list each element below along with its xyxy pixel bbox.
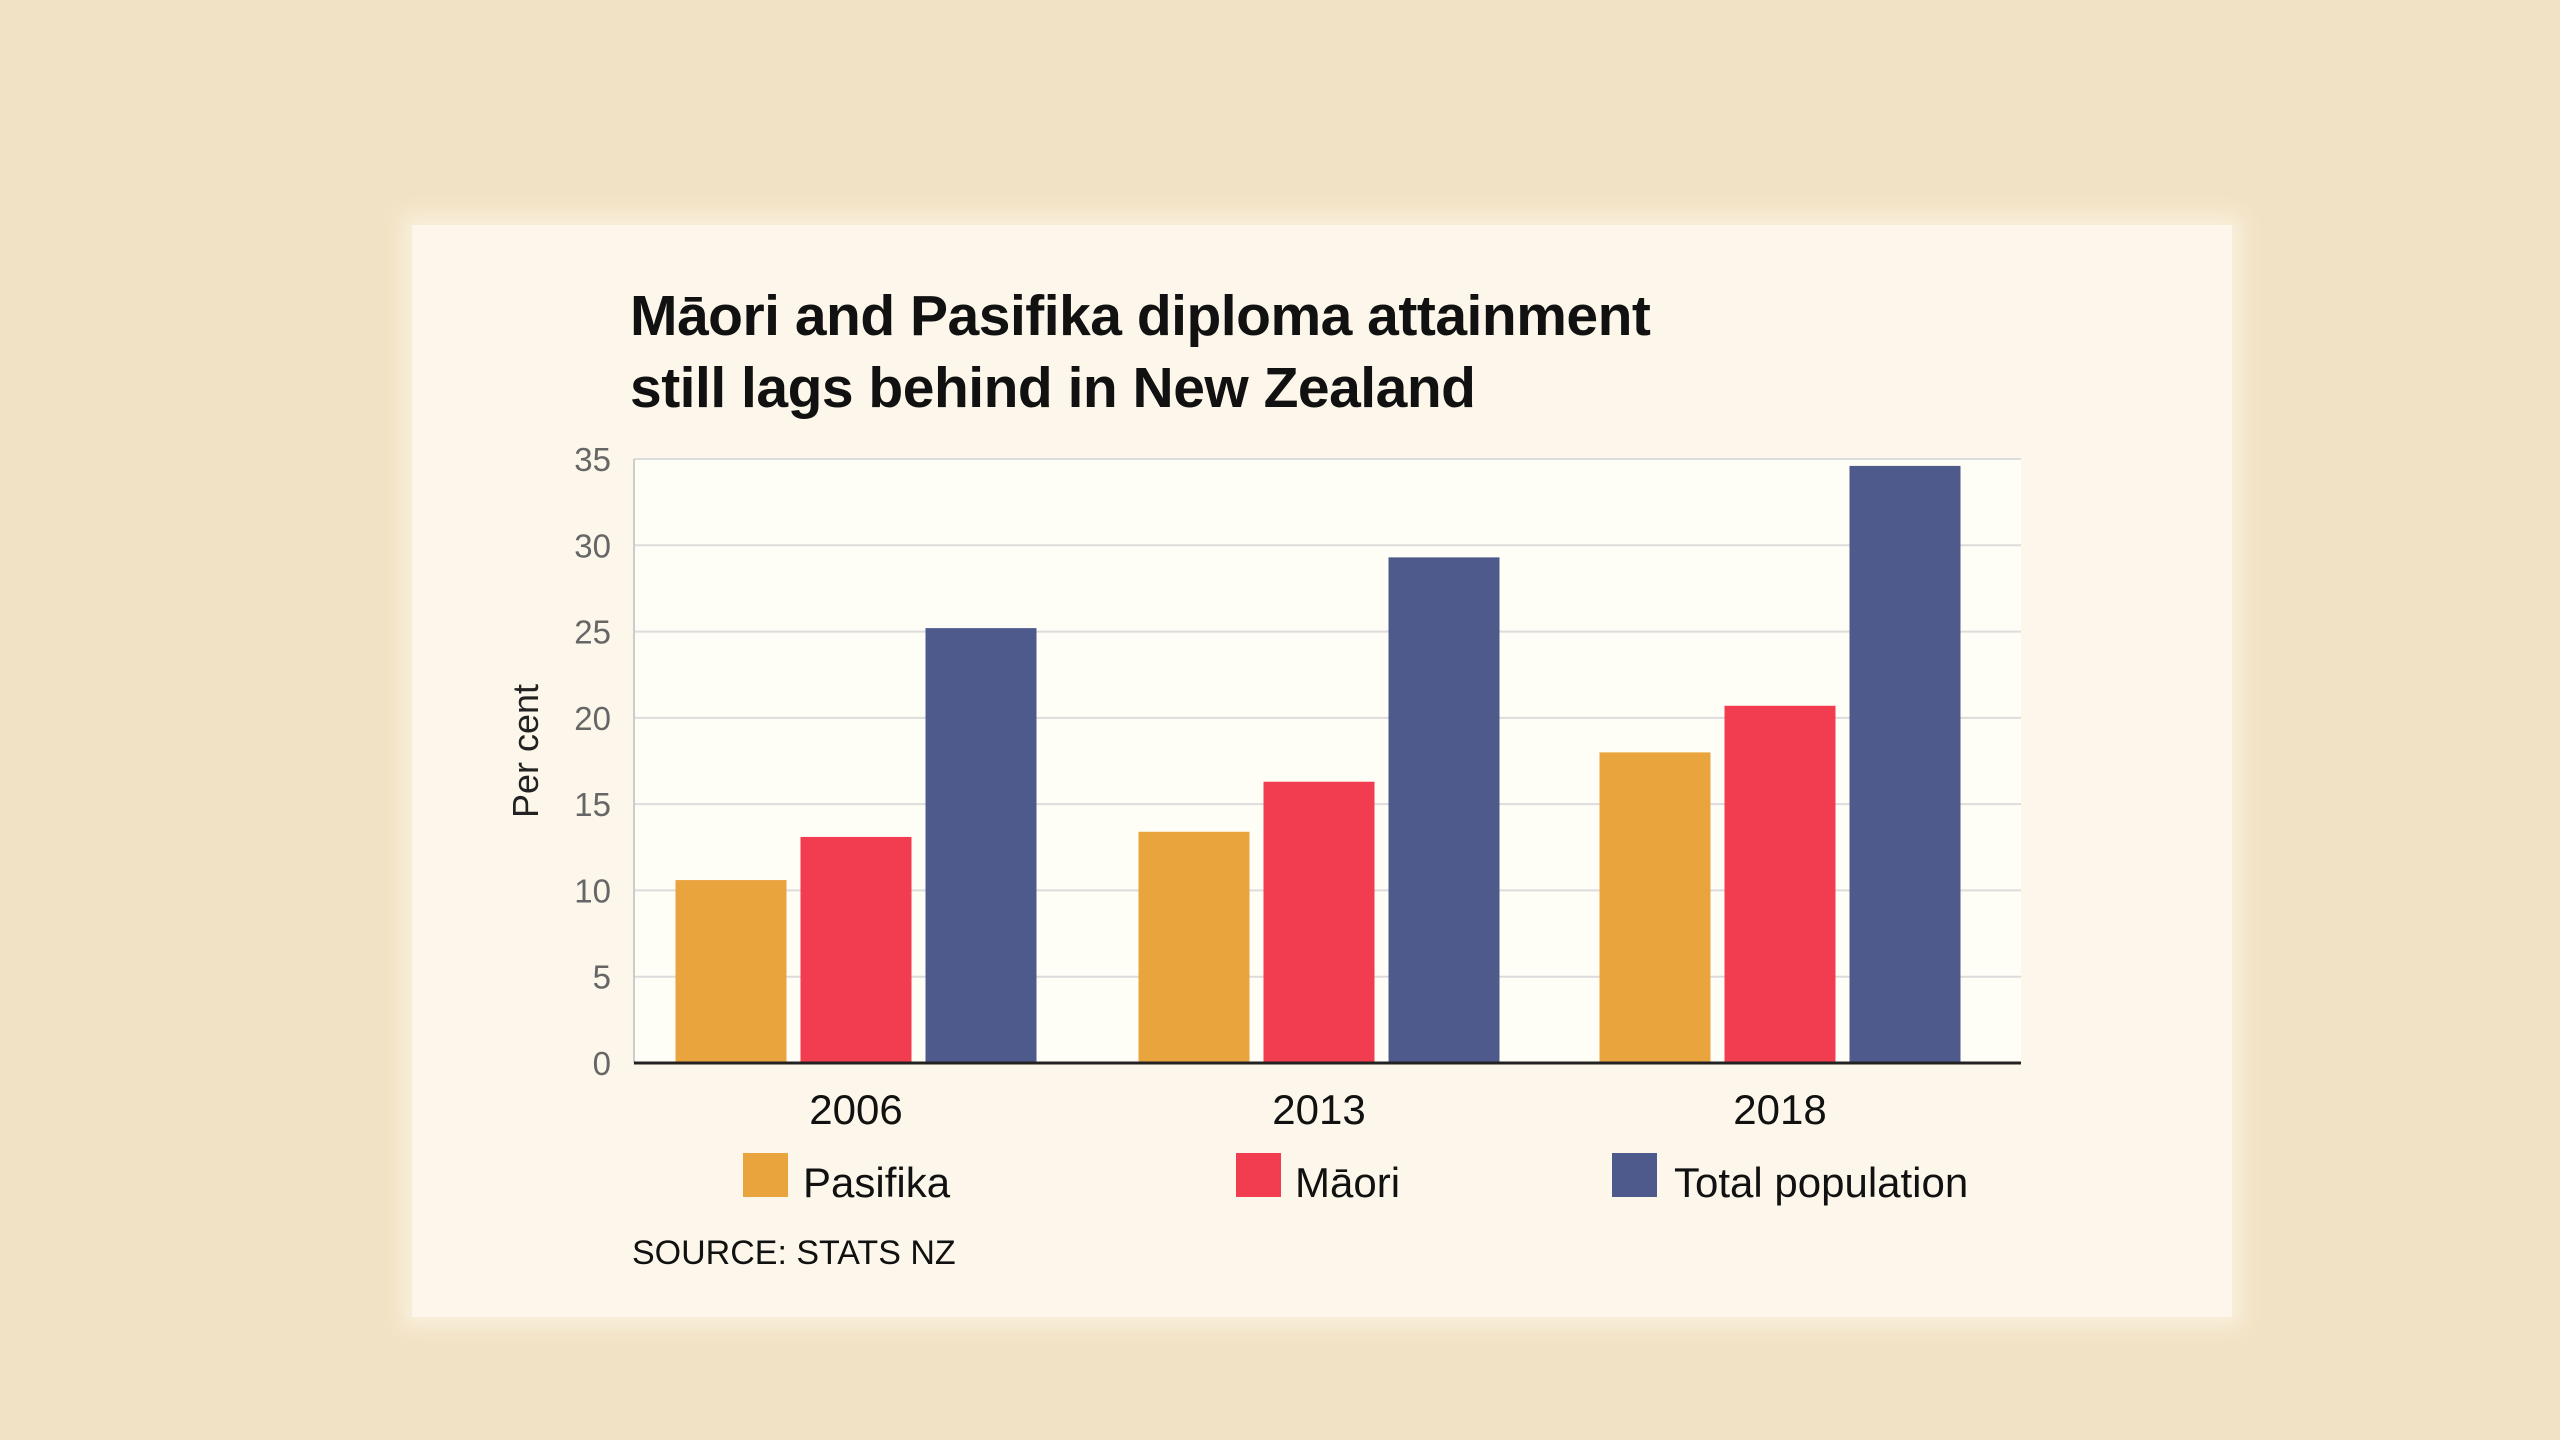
legend-swatch [1236,1153,1281,1197]
bar-m-ori-2018 [1724,705,1836,1063]
y-tick-label: 25 [574,614,611,651]
bar-total-population-2018 [1849,465,1961,1064]
bar-total-population-2013 [1388,557,1500,1063]
legend-swatch [743,1153,788,1197]
x-tick-label: 2018 [1733,1086,1826,1133]
bar-m-ori-2013 [1263,781,1375,1063]
legend-label: Pasifika [803,1159,951,1206]
legend-label: Māori [1295,1159,1400,1206]
source-note: SOURCE: STATS NZ [632,1234,956,1272]
y-tick-label: 35 [574,441,611,478]
bar-pasifika-2006 [675,880,787,1063]
y-tick-label: 15 [574,786,611,823]
x-tick-label: 2006 [809,1086,902,1133]
y-tick-label: 30 [574,527,611,564]
y-tick-label: 20 [574,700,611,737]
legend-label: Total population [1674,1159,1968,1206]
y-tick-label: 0 [593,1045,611,1082]
title-line-1: Māori and Pasifika diploma attainment [630,284,1651,348]
bar-total-population-2006 [925,628,1037,1063]
title-line-2: still lags behind in New Zealand [630,356,1476,420]
chart-title: Māori and Pasifika diploma attainment st… [630,280,1651,424]
y-tick-label: 10 [574,872,611,909]
bar-pasifika-2013 [1138,831,1250,1063]
x-tick-label: 2013 [1272,1086,1365,1133]
legend-swatch [1612,1153,1657,1197]
bar-m-ori-2006 [800,836,912,1063]
y-axis-label: Per cent [505,684,546,818]
y-tick-label: 5 [593,959,611,996]
bar-pasifika-2018 [1599,752,1711,1063]
